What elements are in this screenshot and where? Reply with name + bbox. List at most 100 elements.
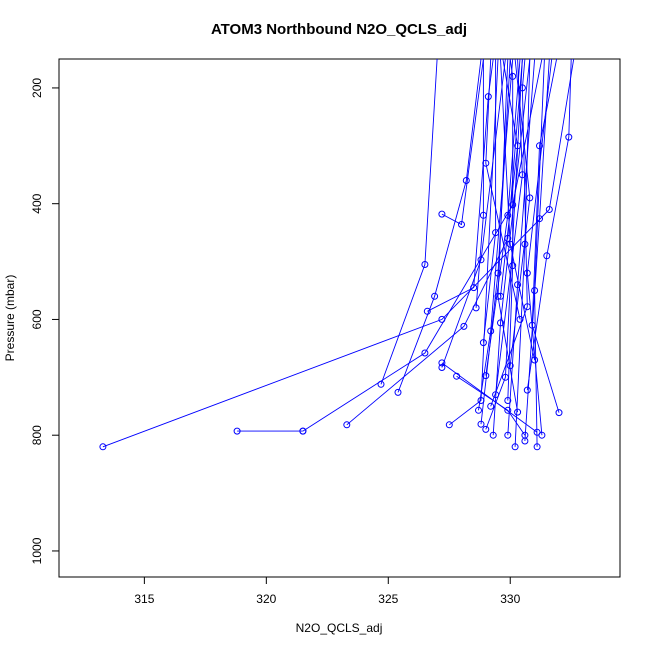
data-point bbox=[482, 425, 490, 433]
data-point bbox=[501, 373, 509, 381]
series-line bbox=[507, 59, 514, 401]
data-point bbox=[453, 372, 461, 380]
data-point bbox=[509, 72, 517, 80]
series-9 bbox=[423, 59, 494, 315]
data-point bbox=[438, 364, 446, 371]
data-point bbox=[511, 443, 519, 451]
series-5 bbox=[377, 59, 438, 388]
x-tick-label: 330 bbox=[500, 592, 520, 606]
data-point bbox=[492, 229, 500, 237]
data-point bbox=[421, 261, 429, 268]
data-point bbox=[536, 142, 543, 150]
series-7 bbox=[438, 59, 506, 371]
data-point bbox=[377, 380, 385, 388]
series-30 bbox=[472, 59, 487, 312]
series-line bbox=[380, 59, 438, 385]
data-point bbox=[509, 262, 517, 270]
series-31 bbox=[494, 59, 522, 416]
data-point bbox=[555, 409, 563, 417]
series-34 bbox=[482, 59, 523, 433]
plot-frame bbox=[58, 58, 621, 578]
data-point bbox=[477, 256, 485, 264]
data-point bbox=[526, 194, 534, 202]
data-point bbox=[484, 93, 492, 101]
data-point bbox=[531, 287, 539, 294]
series-14 bbox=[504, 59, 536, 439]
data-point bbox=[518, 84, 526, 92]
series-line bbox=[441, 59, 506, 368]
series-25 bbox=[479, 59, 500, 347]
data-point bbox=[462, 177, 470, 184]
data-point bbox=[479, 339, 487, 347]
data-point bbox=[497, 292, 504, 300]
data-point bbox=[458, 221, 465, 228]
series-12 bbox=[477, 59, 511, 428]
series-8 bbox=[445, 59, 499, 429]
data-point bbox=[565, 133, 573, 141]
data-point bbox=[494, 269, 502, 277]
data-point bbox=[475, 406, 482, 414]
data-point bbox=[494, 292, 502, 300]
series-20 bbox=[523, 59, 573, 394]
series-33 bbox=[453, 372, 529, 439]
series-2 bbox=[233, 427, 307, 435]
series-line bbox=[485, 59, 523, 430]
data-point bbox=[528, 321, 536, 329]
data-point bbox=[489, 431, 497, 439]
data-point bbox=[487, 402, 495, 410]
data-point bbox=[523, 269, 531, 277]
x-tick-label: 325 bbox=[378, 592, 398, 606]
y-tick-label: 600 bbox=[30, 309, 44, 329]
data-point bbox=[543, 252, 551, 260]
y-tick-label: 200 bbox=[30, 78, 44, 98]
data-point bbox=[545, 206, 553, 213]
data-point bbox=[514, 408, 522, 416]
data-point bbox=[438, 210, 446, 218]
data-point bbox=[523, 303, 531, 311]
data-point bbox=[445, 421, 453, 429]
data-point bbox=[479, 211, 487, 219]
data-point bbox=[504, 211, 512, 219]
series-line bbox=[482, 59, 497, 343]
data-point bbox=[518, 171, 526, 179]
series-line bbox=[526, 59, 572, 391]
data-point bbox=[477, 420, 485, 428]
data-point bbox=[514, 281, 522, 289]
series-line bbox=[531, 59, 560, 413]
series-line bbox=[526, 59, 553, 436]
series-1 bbox=[99, 59, 575, 451]
data-point bbox=[470, 284, 478, 292]
series-line bbox=[449, 59, 499, 426]
series-line bbox=[302, 59, 543, 432]
data-point bbox=[504, 406, 512, 414]
data-point bbox=[343, 421, 351, 429]
y-tick-label: 400 bbox=[30, 193, 44, 213]
data-point bbox=[299, 427, 307, 435]
series-21 bbox=[482, 59, 521, 380]
y-tick-label: 800 bbox=[30, 425, 44, 445]
data-point bbox=[431, 292, 439, 300]
series-layer bbox=[99, 59, 575, 451]
series-line bbox=[497, 59, 519, 413]
x-tick-label: 315 bbox=[134, 592, 154, 606]
series-29 bbox=[504, 59, 517, 404]
series-line bbox=[346, 59, 523, 426]
data-point bbox=[421, 349, 429, 357]
data-point bbox=[531, 356, 539, 364]
data-point bbox=[460, 322, 468, 330]
x-axis: 315 320 325 330 bbox=[134, 576, 521, 606]
chart-title: ATOM3 Northbound N2O_QCLS_adj bbox=[211, 21, 467, 38]
data-point bbox=[438, 359, 446, 367]
y-axis-label: Pressure (mbar) bbox=[3, 275, 17, 362]
data-point bbox=[497, 319, 504, 327]
data-point bbox=[504, 397, 512, 404]
series-26 bbox=[482, 59, 524, 323]
data-point bbox=[482, 159, 490, 167]
data-point bbox=[533, 443, 541, 451]
series-line bbox=[485, 59, 521, 320]
x-tick-label: 320 bbox=[256, 592, 276, 606]
y-tick-label: 1000 bbox=[30, 537, 44, 564]
series-6 bbox=[394, 59, 482, 396]
data-point bbox=[506, 240, 514, 248]
series-line bbox=[480, 59, 511, 425]
